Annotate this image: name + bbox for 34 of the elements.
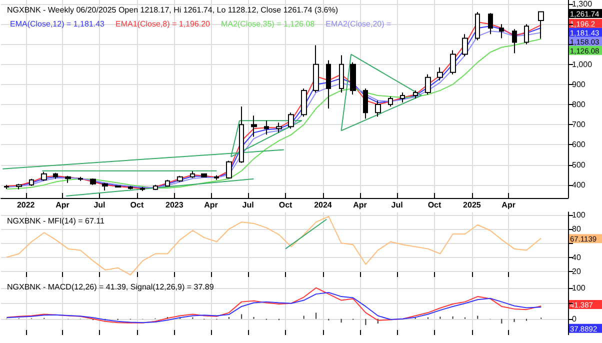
y-tick-label: 400 <box>572 180 586 190</box>
x-tick-label: Apr <box>353 200 367 210</box>
y-tick-label: 80 <box>572 224 582 234</box>
x-tick-label: 2023 <box>166 200 184 210</box>
y-tick-label: 800 <box>572 100 586 110</box>
y-tick-label: 40 <box>572 252 582 262</box>
x-tick-label: Oct <box>278 200 293 210</box>
y-tick-label: 100 <box>572 283 586 292</box>
y-tick-label: 20 <box>572 266 582 276</box>
x-tick-label: 2022 <box>16 200 36 210</box>
y-tick-label: 1,300 <box>572 0 593 9</box>
x-tick-label: Apr <box>502 200 516 210</box>
x-tick-label: Jul <box>94 200 106 210</box>
text: EMA(Close,12) = 1,181.43 <box>10 20 106 28</box>
x-tick-label: Jul <box>391 200 403 210</box>
y-tick-label: 500 <box>572 160 586 170</box>
y-tick-label: 1,000 <box>572 60 593 69</box>
x-tick-label: Jul <box>242 200 254 210</box>
text: EMA2(Close,20) = <box>326 20 392 28</box>
x-tick-label: Oct <box>130 200 144 210</box>
text: EMA1(Close,8) = 1,196.20 <box>115 20 211 28</box>
y-tick-label: 100 <box>572 210 586 220</box>
x-tick-label: 2024 <box>314 200 332 210</box>
x-tick-label: 2025 <box>463 200 482 210</box>
text: MA2(Close,35) = 1,126.08 <box>220 20 316 28</box>
y-tick-label: 600 <box>572 140 586 150</box>
y-tick-label: 700 <box>572 120 586 130</box>
text: NGXBNK - Weekly 06/20/2025 Open 1218.17, Hi 1261.74, Lo 1128.12, Close 1261.74 (3.6%) <box>7 6 338 14</box>
x-tick-label: Apr <box>204 200 218 210</box>
x-tick-label: Oct <box>428 200 442 210</box>
x-tick-label: Apr <box>56 200 70 210</box>
text: NGXBNK - MFI(14) = 67.11 <box>7 216 105 226</box>
y-tick-label: 900 <box>572 80 586 89</box>
text: NGXBNK - MACD(12,26) = 41.39, Signal(12,26,9) = 37.89 <box>7 282 214 292</box>
